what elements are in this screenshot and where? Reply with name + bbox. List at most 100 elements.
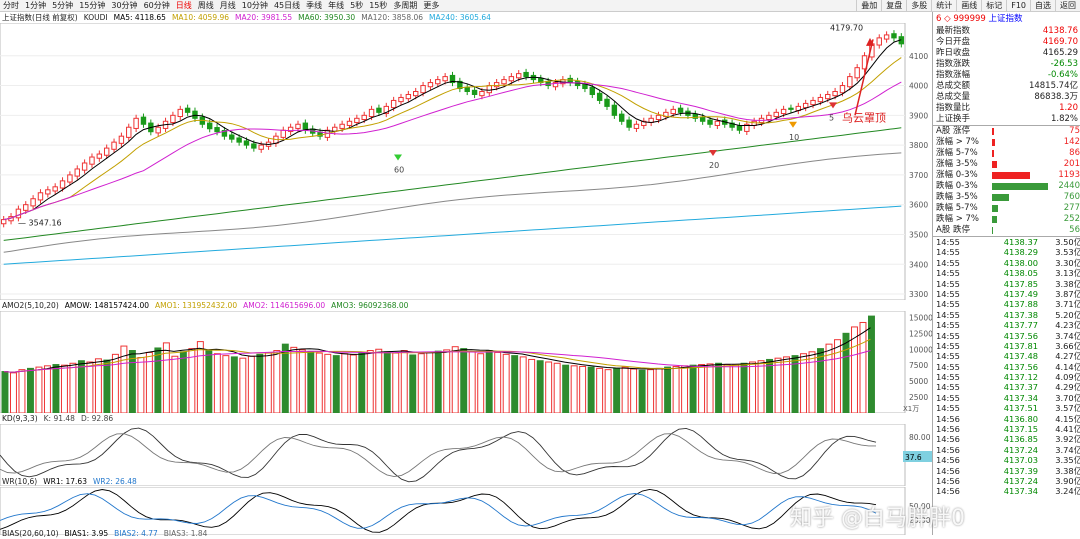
volume-bar-67 xyxy=(570,365,578,413)
timeframe-15分钟[interactable]: 15分钟 xyxy=(79,1,106,10)
toolbar-button-标记[interactable]: 标记 xyxy=(981,0,1006,12)
tick-time: 14:56 xyxy=(936,424,960,435)
volume-bar-87 xyxy=(740,362,748,413)
volume-bar-98 xyxy=(834,339,841,413)
volume-bar-43 xyxy=(366,350,374,413)
tick-time: 14:56 xyxy=(936,434,960,445)
wr-chart[interactable]: 50.00 20.00 xyxy=(0,487,932,535)
breadth-label: 涨幅 0-3% xyxy=(936,170,978,180)
timeframe-季线[interactable]: 季线 xyxy=(306,1,323,10)
stock-name: 上证指数 xyxy=(988,14,1023,24)
tick-time: 14:55 xyxy=(936,351,960,362)
tick-row-18: 14:56 4137.15 4.41亿 xyxy=(933,424,1080,434)
tick-price: 4137.24 xyxy=(1003,475,1038,486)
volume-bar-40 xyxy=(341,353,349,413)
timeframe-年线[interactable]: 年线 xyxy=(328,1,345,10)
tick-row-16: 14:55 4137.51 3.57亿 xyxy=(933,403,1080,413)
toolbar-button-F10[interactable]: F10 xyxy=(1006,0,1030,12)
volume-bar-3 xyxy=(26,367,34,413)
candlestick-chart[interactable]: 4100 4000 3900 3800 3700 3600 3500 3400 3300 4179… xyxy=(0,23,932,300)
volume-bar-56 xyxy=(477,353,485,413)
tick-amount: 3.74亿 xyxy=(1055,444,1080,455)
tick-amount: 4.27亿 xyxy=(1055,351,1080,362)
candle-104 xyxy=(766,114,772,121)
ma5-line xyxy=(3,39,902,221)
candle-121 xyxy=(891,33,897,39)
candle-49 xyxy=(361,114,367,121)
volume-bar-42 xyxy=(358,351,366,413)
tick-price: 4138.37 xyxy=(1003,237,1038,247)
volume-chart[interactable]: 15000 12500 10000 7500 5000 2500 X1万 xyxy=(0,311,932,413)
tick-list[interactable]: 14:55 4138.37 3.50亿 14:55 4138.29 3.53亿 14:55 4… xyxy=(933,236,1080,497)
stat-label: 指数量比 xyxy=(936,103,971,113)
breadth-bar xyxy=(992,170,1048,181)
volume-bar-34 xyxy=(290,346,298,413)
volume-bar-20 xyxy=(171,355,179,413)
timeframe-5分钟[interactable]: 5分钟 xyxy=(52,1,74,10)
volume-bar-69 xyxy=(587,366,595,413)
volume-bar-89 xyxy=(757,360,765,413)
volume-bar-22 xyxy=(188,348,196,413)
toolbar-button-自选[interactable]: 自选 xyxy=(1030,0,1055,12)
timeframe-15秒[interactable]: 15秒 xyxy=(369,1,388,10)
candle-28 xyxy=(206,122,213,130)
timeframe-周线[interactable]: 周线 xyxy=(197,1,214,10)
candle-59 xyxy=(435,79,441,85)
toolbar-button-多股[interactable]: 多股 xyxy=(906,0,931,12)
timeframe-分时[interactable]: 分时 xyxy=(3,1,19,10)
volume-bar-44 xyxy=(375,348,383,413)
candle-96 xyxy=(707,119,713,125)
breadth-row-9: A股 跌停 56 xyxy=(933,225,1080,236)
toolbar-button-画线[interactable]: 画线 xyxy=(956,0,981,12)
tick-price: 4137.39 xyxy=(1003,465,1038,476)
candle-6 xyxy=(45,189,51,195)
breadth-row-8: 跌幅 > 7% 252 xyxy=(933,214,1080,225)
breadth-row-5: 跌幅 0-3% 2440 xyxy=(933,181,1080,192)
toolbar-button-返回[interactable]: 返回 xyxy=(1055,0,1080,12)
timeframe-更多[interactable]: 更多 xyxy=(423,1,440,10)
volume-bar-48 xyxy=(409,354,417,413)
timeframe-日线[interactable]: 日线 xyxy=(175,1,192,10)
timeframe-45日线[interactable]: 45日线 xyxy=(273,1,301,10)
toolbar-button-复盘[interactable]: 复盘 xyxy=(881,0,906,12)
timeframe-多周期[interactable]: 多周期 xyxy=(393,1,418,10)
tick-row-13: 14:55 4137.12 4.09亿 xyxy=(933,372,1080,382)
tick-price: 4137.56 xyxy=(1003,361,1038,372)
stat-row-3: 指数涨跌 -26.53 xyxy=(933,59,1080,70)
wr-frame xyxy=(0,487,906,535)
tick-row-10: 14:55 4137.81 3.66亿 xyxy=(933,341,1080,351)
timeframe-5秒[interactable]: 5秒 xyxy=(350,1,364,10)
breadth-row-7: 跌幅 5-7% 277 xyxy=(933,203,1080,214)
volume-bar-96 xyxy=(817,348,824,413)
volume-bar-62 xyxy=(528,358,536,413)
volume-bar-65 xyxy=(553,362,561,413)
timeframe-月线[interactable]: 月线 xyxy=(219,1,236,10)
timeframe-30分钟[interactable]: 30分钟 xyxy=(111,1,138,10)
breadth-count: 86 xyxy=(1069,148,1080,158)
wrLegend-item-0: WR(10,6) xyxy=(2,477,38,486)
tick-time: 14:55 xyxy=(936,403,960,414)
volume-bar-12 xyxy=(103,359,111,413)
stat-value: 4138.76 xyxy=(1042,26,1078,36)
volume-bar-29 xyxy=(247,355,255,413)
volume-bar-99 xyxy=(842,332,850,413)
timeframe-10分钟[interactable]: 10分钟 xyxy=(241,1,268,10)
candle-63 xyxy=(464,86,470,93)
kd-chart[interactable]: 80.00 37.6 xyxy=(0,424,932,486)
candle-100 xyxy=(736,125,743,131)
toolbar-button-统计[interactable]: 统计 xyxy=(931,0,956,12)
kd-tick-80: 80.00 xyxy=(909,433,931,442)
kd-legend: KD(9,3,3) K: 91.48 D: 92.86 xyxy=(2,413,113,424)
volume-bar-101 xyxy=(859,321,867,413)
tick-price: 4137.37 xyxy=(1003,382,1038,393)
timeframe-60分钟[interactable]: 60分钟 xyxy=(143,1,170,10)
tick-price: 4137.24 xyxy=(1003,444,1038,455)
toolbar-button-叠加[interactable]: 叠加 xyxy=(856,0,881,12)
stat-value: 4165.29 xyxy=(1042,48,1078,58)
volume-bar-70 xyxy=(596,367,604,413)
breadth-list: A股 涨停 75 涨幅 > 7% 142 涨幅 5-7% 86 涨幅 3-5% 201 涨幅 0… xyxy=(933,125,1080,236)
tick-amount: 3.38亿 xyxy=(1055,278,1080,289)
candle-16 xyxy=(118,135,125,144)
timeframe-1分钟[interactable]: 1分钟 xyxy=(25,1,47,10)
tick-time: 14:56 xyxy=(936,413,960,424)
